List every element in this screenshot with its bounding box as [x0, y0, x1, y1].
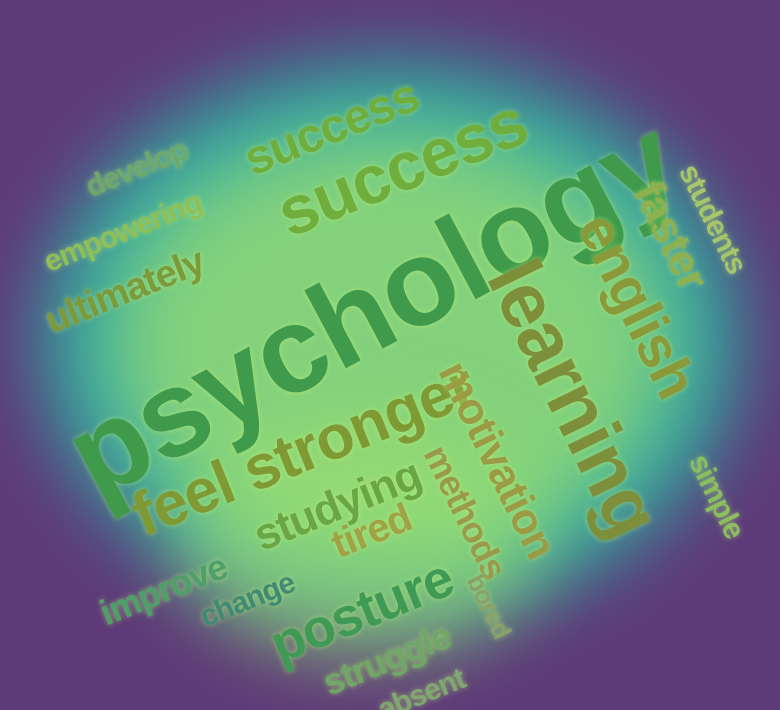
word-simple: simple — [682, 449, 751, 544]
glow-lower — [180, 420, 540, 660]
